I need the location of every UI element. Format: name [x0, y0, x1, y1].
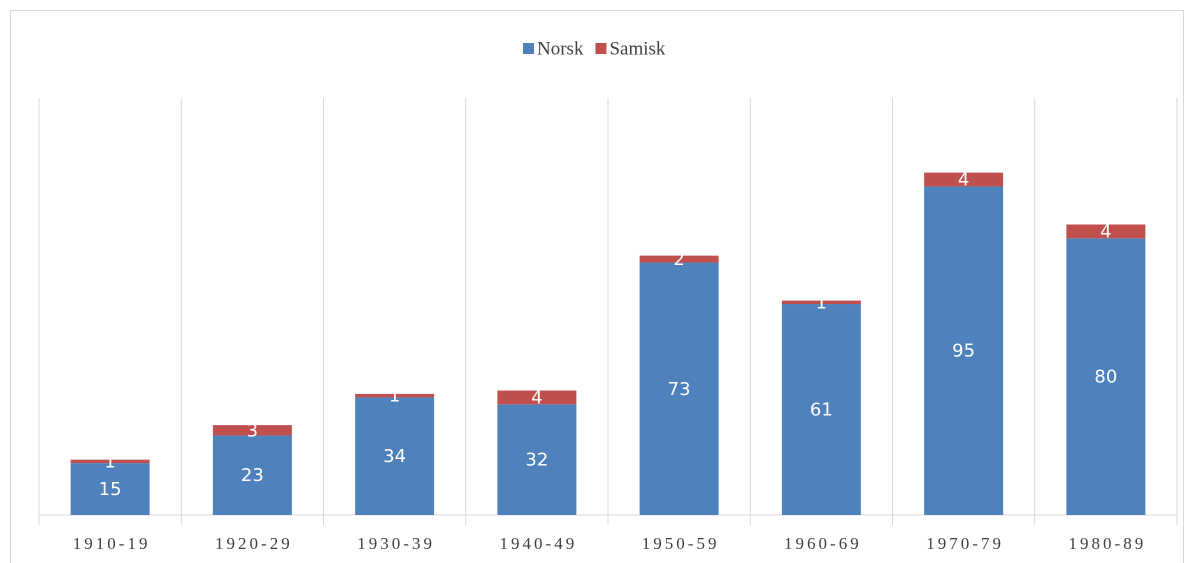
bar-segment: [212, 425, 292, 436]
chart-frame: [10, 10, 1184, 563]
x-tick-label: 1920-29: [215, 534, 293, 553]
data-label: 1: [104, 451, 115, 472]
data-label: 1: [389, 386, 400, 407]
bar-segment: [639, 255, 719, 263]
data-label: 23: [241, 465, 264, 486]
bar-segment: [497, 404, 577, 515]
bar-segment: [781, 300, 861, 305]
data-label: 61: [810, 400, 833, 421]
data-label: 73: [668, 379, 691, 400]
bar-segment: [70, 463, 150, 515]
bar-segment: [212, 435, 292, 515]
bar-segment: [1066, 238, 1146, 516]
data-label: 34: [383, 446, 406, 467]
x-tick-label: 1970-79: [926, 534, 1004, 553]
x-tick-label: 1960-69: [784, 534, 862, 553]
x-tick-label: 1950-59: [642, 534, 720, 553]
bar-segment: [1066, 224, 1146, 239]
legend-label: Samisk: [609, 38, 665, 59]
data-label: 2: [673, 249, 684, 270]
legend-swatch: [523, 43, 534, 54]
bar-segment: [781, 304, 861, 515]
x-tick-label: 1940-49: [500, 534, 578, 553]
data-label: 4: [958, 170, 969, 191]
x-tick-label: 1930-39: [357, 534, 435, 553]
bar-segment: [355, 393, 435, 398]
x-tick-label: 1980-89: [1069, 534, 1147, 553]
x-tick-label: 1910-19: [73, 534, 151, 553]
data-label: 4: [1100, 221, 1111, 242]
data-label: 15: [99, 479, 122, 500]
data-label: 1: [816, 292, 827, 313]
data-label: 95: [952, 341, 975, 362]
bar-segment: [497, 390, 577, 405]
data-label: 3: [247, 420, 258, 441]
data-label: 80: [1094, 367, 1117, 388]
bar-segment: [924, 186, 1004, 516]
data-label: 32: [525, 450, 548, 471]
legend-swatch: [595, 43, 607, 54]
bar-segment: [639, 262, 719, 515]
bar-segment: [70, 459, 150, 464]
bar-segment: [355, 397, 435, 515]
data-label: 4: [531, 387, 542, 408]
legend-label: Norsk: [537, 38, 584, 59]
bar-segment: [924, 172, 1004, 187]
